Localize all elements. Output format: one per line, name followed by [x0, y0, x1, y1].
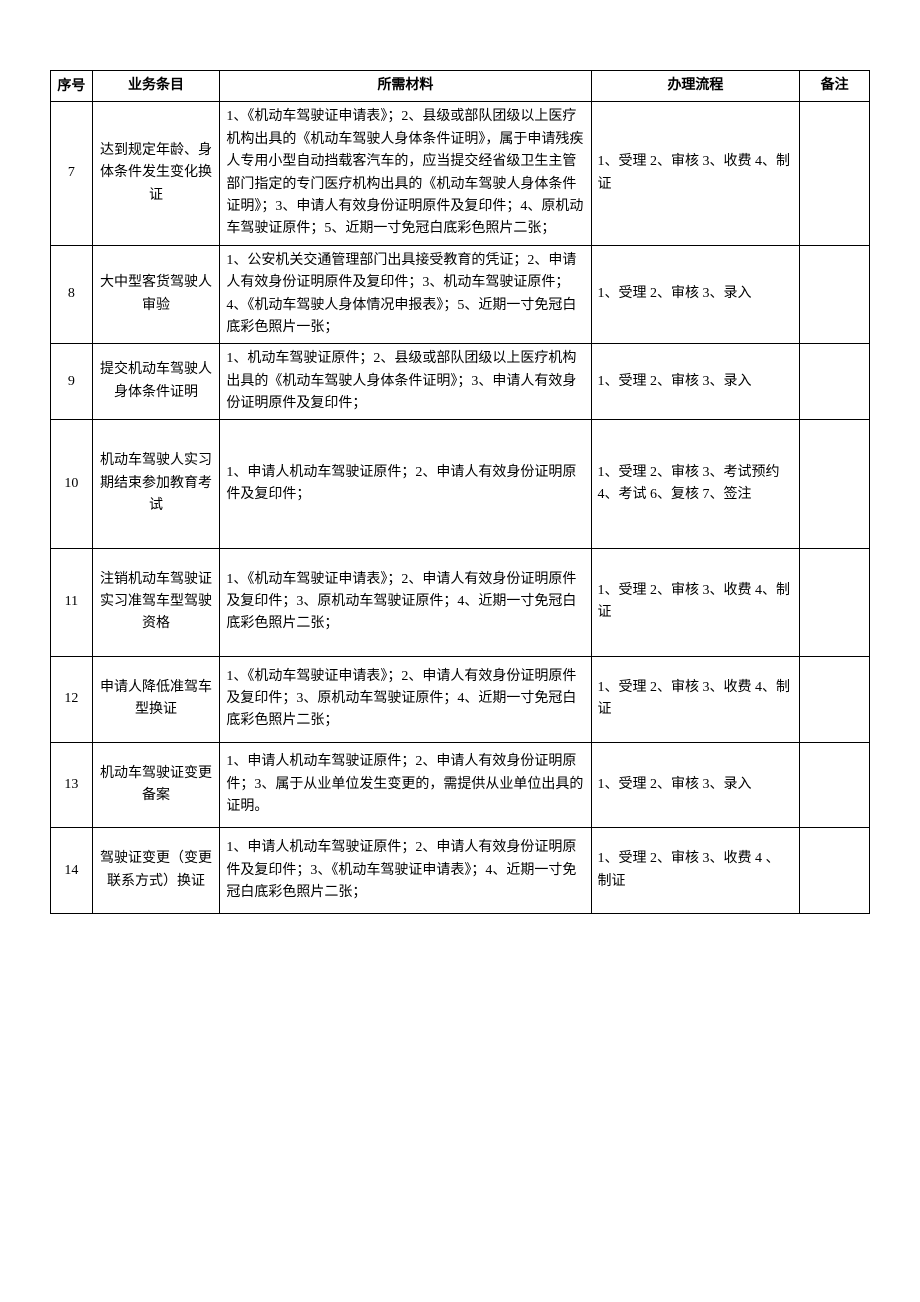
cell-material: 1、机动车驾驶证原件；2、县级或部队团级以上医疗机构出具的《机动车驾驶人身体条件…	[220, 344, 591, 420]
cell-material: 1、申请人机动车驾驶证原件；2、申请人有效身份证明原件；3、属于从业单位发生变更…	[220, 742, 591, 828]
cell-item: 驾驶证变更（变更联系方式）换证	[92, 828, 220, 914]
table-row: 9 提交机动车驾驶人身体条件证明 1、机动车驾驶证原件；2、县级或部队团级以上医…	[51, 344, 870, 420]
cell-seq: 7	[51, 102, 93, 245]
cell-seq: 8	[51, 245, 93, 344]
table-row: 8 大中型客货驾驶人审验 1、公安机关交通管理部门出具接受教育的凭证；2、申请人…	[51, 245, 870, 344]
cell-remark	[800, 828, 870, 914]
cell-process: 1、受理 2、审核 3、收费 4、制证	[591, 548, 800, 656]
cell-seq: 14	[51, 828, 93, 914]
cell-remark	[800, 245, 870, 344]
cell-material: 1、公安机关交通管理部门出具接受教育的凭证；2、申请人有效身份证明原件及复印件；…	[220, 245, 591, 344]
cell-item: 注销机动车驾驶证实习准驾车型驾驶资格	[92, 548, 220, 656]
cell-remark	[800, 344, 870, 420]
cell-seq: 10	[51, 420, 93, 548]
cell-process: 1、受理 2、审核 3、录入	[591, 245, 800, 344]
header-process: 办理流程	[591, 71, 800, 102]
cell-material: 1、《机动车驾驶证申请表》；2、申请人有效身份证明原件及复印件；3、原机动车驾驶…	[220, 656, 591, 742]
cell-seq: 12	[51, 656, 93, 742]
table-header: 序号 业务条目 所需材料 办理流程 备注	[51, 71, 870, 102]
header-row: 序号 业务条目 所需材料 办理流程 备注	[51, 71, 870, 102]
cell-item: 机动车驾驶人实习期结束参加教育考试	[92, 420, 220, 548]
header-remark: 备注	[800, 71, 870, 102]
cell-remark	[800, 656, 870, 742]
header-seq: 序号	[51, 71, 93, 102]
cell-process: 1、受理 2、审核 3、收费 4 、制证	[591, 828, 800, 914]
table-row: 14 驾驶证变更（变更联系方式）换证 1、申请人机动车驾驶证原件；2、申请人有效…	[51, 828, 870, 914]
cell-item: 机动车驾驶证变更备案	[92, 742, 220, 828]
cell-seq: 13	[51, 742, 93, 828]
table-row: 12 申请人降低准驾车型换证 1、《机动车驾驶证申请表》；2、申请人有效身份证明…	[51, 656, 870, 742]
table-row: 10 机动车驾驶人实习期结束参加教育考试 1、申请人机动车驾驶证原件；2、申请人…	[51, 420, 870, 548]
cell-process: 1、受理 2、审核 3、考试预约 4、考试 6、复核 7、签注	[591, 420, 800, 548]
cell-remark	[800, 742, 870, 828]
header-item: 业务条目	[92, 71, 220, 102]
cell-material: 1、申请人机动车驾驶证原件；2、申请人有效身份证明原件及复印件；	[220, 420, 591, 548]
header-material: 所需材料	[220, 71, 591, 102]
cell-item: 大中型客货驾驶人审验	[92, 245, 220, 344]
cell-process: 1、受理 2、审核 3、录入	[591, 742, 800, 828]
cell-process: 1、受理 2、审核 3、收费 4、制证	[591, 656, 800, 742]
cell-material: 1、《机动车驾驶证申请表》；2、申请人有效身份证明原件及复印件；3、原机动车驾驶…	[220, 548, 591, 656]
cell-seq: 9	[51, 344, 93, 420]
table-row: 7 达到规定年龄、身体条件发生变化换证 1、《机动车驾驶证申请表》；2、县级或部…	[51, 102, 870, 245]
cell-seq: 11	[51, 548, 93, 656]
table-body: 7 达到规定年龄、身体条件发生变化换证 1、《机动车驾驶证申请表》；2、县级或部…	[51, 102, 870, 914]
cell-remark	[800, 548, 870, 656]
cell-process: 1、受理 2、审核 3、收费 4、制证	[591, 102, 800, 245]
table-row: 13 机动车驾驶证变更备案 1、申请人机动车驾驶证原件；2、申请人有效身份证明原…	[51, 742, 870, 828]
table-row: 11 注销机动车驾驶证实习准驾车型驾驶资格 1、《机动车驾驶证申请表》；2、申请…	[51, 548, 870, 656]
cell-remark	[800, 102, 870, 245]
business-table: 序号 业务条目 所需材料 办理流程 备注 7 达到规定年龄、身体条件发生变化换证…	[50, 70, 870, 914]
cell-process: 1、受理 2、审核 3、录入	[591, 344, 800, 420]
cell-item: 提交机动车驾驶人身体条件证明	[92, 344, 220, 420]
cell-item: 申请人降低准驾车型换证	[92, 656, 220, 742]
cell-item: 达到规定年龄、身体条件发生变化换证	[92, 102, 220, 245]
cell-material: 1、申请人机动车驾驶证原件；2、申请人有效身份证明原件及复印件；3、《机动车驾驶…	[220, 828, 591, 914]
cell-remark	[800, 420, 870, 548]
cell-material: 1、《机动车驾驶证申请表》；2、县级或部队团级以上医疗机构出具的《机动车驾驶人身…	[220, 102, 591, 245]
